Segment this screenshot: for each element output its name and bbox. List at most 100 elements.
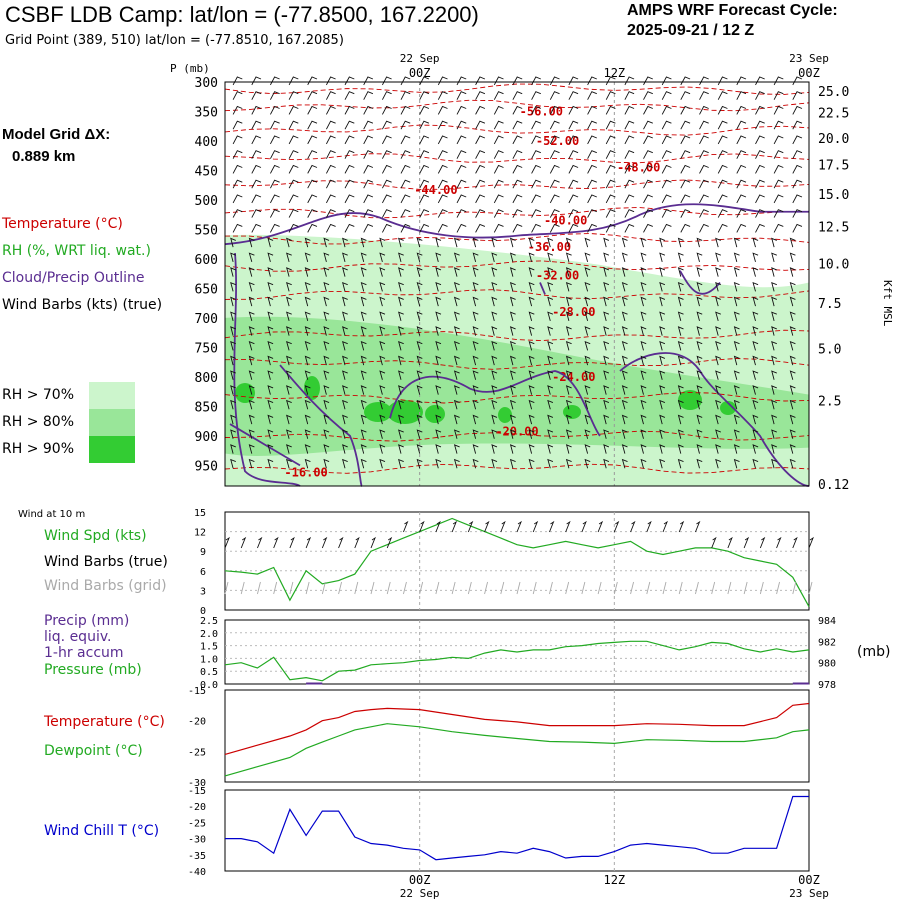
- wind-barb-559: [248, 340, 255, 351]
- wind-barb-52: [624, 91, 635, 100]
- wind-barb-447: [472, 281, 479, 292]
- wind-barb-400: [752, 252, 759, 263]
- wind-barb-424: [621, 267, 628, 277]
- wind-chill-tick-label: -30: [188, 835, 206, 846]
- wind-tick-label: 0: [200, 606, 206, 617]
- wind-barb-532: [323, 326, 330, 336]
- wind-barb-612: [659, 355, 666, 366]
- wind-barb-696: [491, 399, 498, 410]
- wind-barb-614: [696, 355, 703, 366]
- wind-barb-182: [736, 150, 747, 159]
- pressure-unit-label: (mb): [857, 644, 891, 660]
- wind-barb-158: [288, 150, 299, 159]
- wind-barb-12: [456, 76, 467, 86]
- wind-barb-461: [733, 281, 740, 292]
- wind-barb-791: [528, 444, 535, 454]
- wind-barb-412: [398, 267, 404, 277]
- surface-barb-true-18: [516, 520, 522, 533]
- wind-barb-809: [286, 458, 292, 469]
- surface-barb-true-4: [289, 536, 295, 549]
- surface-barb-grid-8: [354, 581, 359, 595]
- wind-barb-44: [475, 91, 486, 100]
- wind-barb-111: [568, 120, 579, 130]
- wind-barb-713: [230, 414, 236, 425]
- wind-barb-186: [232, 164, 243, 174]
- wind-barb-27: [736, 76, 747, 86]
- wind-barb-384: [453, 252, 460, 263]
- wind-barb-725: [453, 414, 460, 425]
- wind-barb-496: [230, 311, 236, 322]
- wind-barb-231: [493, 179, 504, 189]
- wind-barb-835: [771, 458, 777, 469]
- surface-barb-grid-30: [711, 581, 716, 595]
- wind-barb-545: [565, 326, 572, 336]
- wind-barbs-true-label: Wind Barbs (true): [44, 554, 168, 570]
- wind-barb-5: [326, 76, 336, 86]
- wind-barb-421: [565, 267, 572, 277]
- wind-barb-145: [624, 135, 635, 145]
- bottom-hour-label: 12Z: [603, 873, 625, 887]
- wind-barb-0: [232, 76, 243, 86]
- wind-barb-649: [771, 370, 777, 380]
- wind-barb-531: [304, 326, 311, 336]
- wind-barb-340: [792, 223, 803, 233]
- wind-barb-535: [379, 326, 386, 336]
- wind-barb-640: [603, 370, 610, 380]
- wind-barb-748: [304, 429, 311, 439]
- wind-barb-590: [248, 355, 255, 366]
- wind-barb-404: [248, 267, 255, 277]
- wind-barb-33: [270, 91, 280, 100]
- wind-barb-326: [531, 223, 541, 233]
- wind-barb-552: [696, 326, 703, 336]
- wind-barb-283: [307, 209, 318, 218]
- wind-barb-566: [379, 340, 386, 351]
- wind-barb-586: [752, 340, 759, 351]
- wind-barb-29: [773, 76, 784, 86]
- wind-barb-618: [771, 355, 777, 366]
- wind-barb-374: [267, 252, 274, 263]
- wind-barb-588: [789, 340, 796, 351]
- wind-barb-144: [605, 135, 616, 145]
- temperature-contour-8: [224, 289, 810, 300]
- wind-barb-565: [360, 340, 367, 351]
- wind-barb-319: [400, 223, 411, 233]
- wind-barb-323: [475, 223, 486, 233]
- surface-barb-grid-24: [613, 581, 618, 595]
- wind-barb-671: [603, 385, 610, 395]
- wind-barb-568: [416, 340, 423, 351]
- wind-barb-367: [715, 237, 721, 248]
- wind-barb-454: [603, 281, 610, 292]
- cloud-outline-4: [619, 352, 810, 487]
- wind-barb-83: [624, 105, 635, 115]
- wind-barb-218: [251, 179, 262, 189]
- wind-barb-348: [360, 237, 367, 248]
- legend-rh80-label: RH > 80%: [2, 414, 75, 430]
- surface-barb-grid-36: [808, 581, 813, 595]
- wind-barb-802: [733, 444, 740, 454]
- wind-barb-482: [547, 296, 554, 307]
- wind-barb-329: [587, 223, 597, 233]
- wind-barb-73: [437, 105, 448, 115]
- cross-section-frame: [224, 81, 810, 487]
- wind-barb-196: [419, 164, 430, 174]
- wind-barb-437: [286, 281, 292, 292]
- wind-barb-138: [493, 135, 504, 145]
- wind-barb-206: [605, 164, 616, 174]
- wind-barb-296: [549, 209, 560, 218]
- wind-barb-238: [624, 179, 635, 189]
- wind-barb-475: [416, 296, 423, 307]
- wind-barb-724: [435, 414, 442, 425]
- wind-barb-606: [547, 355, 554, 366]
- temperature-panel-frame: [224, 689, 810, 783]
- wind-barb-752: [379, 429, 386, 439]
- wind-barb-241: [680, 179, 691, 189]
- wind-barb-492: [733, 296, 740, 307]
- height-axis-title: Kft MSL: [881, 280, 894, 327]
- height-tick-label: 17.5: [818, 159, 849, 174]
- wind-barb-785: [416, 444, 423, 454]
- height-tick-label: 12.5: [818, 220, 849, 235]
- wind-barb-526: [789, 311, 796, 322]
- pressure-tick-label: 978: [818, 680, 836, 691]
- wind-barb-770: [715, 429, 721, 439]
- wind-barb-523: [733, 311, 740, 322]
